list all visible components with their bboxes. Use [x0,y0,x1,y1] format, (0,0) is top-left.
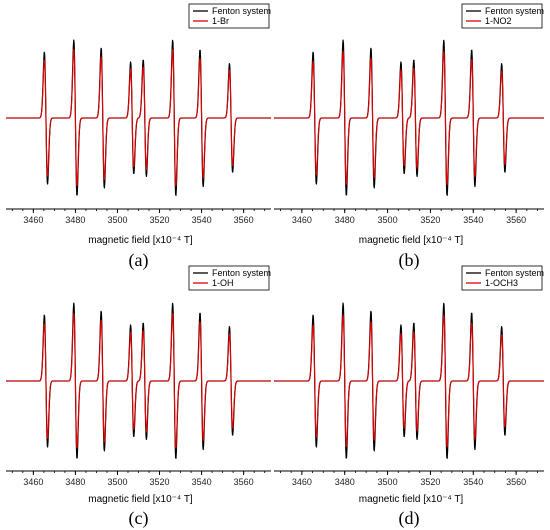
x-tick-label: 3500 [107,477,127,487]
legend-entry: 1-OCH3 [485,278,518,288]
series-line-sample [273,50,545,186]
x-tick-label: 3560 [234,477,254,487]
x-tick-label: 3540 [192,215,212,225]
x-tick-label: 3480 [335,215,355,225]
panel-4: 3460 3480 3500 3520 3540 3560 magnetic field [… [273,265,545,529]
legend-entry: Fenton system [485,6,544,16]
panel-3: 3460 3480 3500 3520 3540 3560 magnetic field [… [5,265,272,529]
panel-label: (c) [129,508,149,529]
x-tick-label: 3540 [463,215,483,225]
panel-label: (b) [399,250,420,271]
series-line-sample [273,314,545,448]
panel-2: 3460 3480 3500 3520 3540 3560 magnetic field [… [273,3,545,271]
x-tick-label: 3560 [506,477,526,487]
x-tick-label: 3560 [506,215,526,225]
x-tick-label: 3520 [150,477,170,487]
x-tick-label: 3460 [292,477,312,487]
legend-box [188,265,270,291]
panel-1: 3460 3480 3500 3520 3540 3560 magnetic field [… [5,3,272,271]
legend-box [188,3,270,29]
x-tick-label: 3500 [378,477,398,487]
x-axis-title: magnetic field [x10⁻⁴ T] [359,235,464,246]
x-tick-label: 3480 [65,477,85,487]
x-tick-label: 3520 [150,215,170,225]
legend-box [461,3,543,29]
x-tick-label: 3480 [335,477,355,487]
legend-entry: 1-OH [212,278,234,288]
series-line-sample [5,48,272,187]
x-tick-label: 3560 [234,215,254,225]
panel-label: (a) [129,250,149,271]
x-tick-label: 3500 [378,215,398,225]
x-axis-title: magnetic field [x10⁻⁴ T] [88,494,193,505]
x-tick-label: 3480 [65,215,85,225]
x-tick-label: 3520 [420,477,440,487]
x-tick-label: 3540 [192,477,212,487]
x-axis-title: magnetic field [x10⁻⁴ T] [88,235,193,246]
x-tick-label: 3520 [420,215,440,225]
series-line-sample [5,312,272,449]
x-axis-title: magnetic field [x10⁻⁴ T] [359,494,464,505]
x-tick-label: 3540 [463,477,483,487]
legend-box [461,265,543,291]
x-tick-label: 3460 [292,215,312,225]
x-tick-label: 3500 [107,215,127,225]
legend-entry: Fenton system [212,268,271,278]
panel-label: (d) [399,508,420,529]
x-tick-label: 3460 [23,477,43,487]
legend-entry: Fenton system [212,6,271,16]
x-tick-label: 3460 [23,215,43,225]
legend-entry: Fenton system [485,268,544,278]
legend-entry: 1-Br [212,16,229,26]
legend-entry: 1-NO2 [485,16,512,26]
